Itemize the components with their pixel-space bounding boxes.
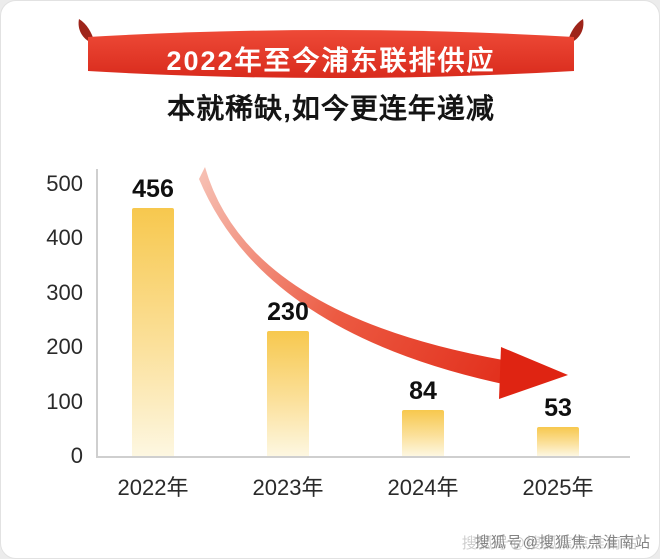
y-tick-label: 400 (46, 225, 83, 251)
ribbon-banner-graphic (78, 19, 584, 78)
x-tick-label: 2023年 (252, 475, 324, 500)
y-tick-label: 100 (46, 388, 83, 414)
bar (267, 330, 309, 456)
bar (132, 207, 174, 456)
trend-arrow-head (499, 347, 568, 399)
x-axis-line (96, 456, 630, 458)
chart-subtitle: 本就稀缺,如今更连年递减 (167, 93, 495, 124)
banner-ribbon: 2022年至今浦东联排供应 (76, 15, 586, 87)
bar-value-label: 456 (132, 174, 174, 203)
watermark: 搜狐号@搜狐焦点淮南站 (474, 534, 651, 551)
bar (402, 410, 444, 456)
y-axis-line (96, 169, 98, 458)
trend-arrow-body (199, 167, 503, 384)
x-tick-label: 2024年 (387, 475, 459, 500)
bar (537, 427, 579, 456)
x-tick-label: 2025年 (522, 475, 594, 500)
y-tick-label: 0 (70, 443, 83, 468)
bar-value-label: 230 (267, 297, 309, 326)
y-tick-label: 300 (46, 279, 83, 305)
ribbon-band (88, 30, 574, 78)
bar-value-label: 53 (544, 394, 572, 423)
x-tick-label: 2022年 (117, 475, 189, 500)
bar-value-label: 84 (409, 377, 437, 406)
banner-title: 2022年至今浦东联排供应 (166, 46, 496, 76)
y-tick-label: 500 (46, 171, 83, 196)
bar-chart: 500 400 300 200 100 0 456 2022年 230 2023年 84 2024年 5… (1, 151, 659, 541)
y-tick-label: 200 (46, 334, 83, 360)
